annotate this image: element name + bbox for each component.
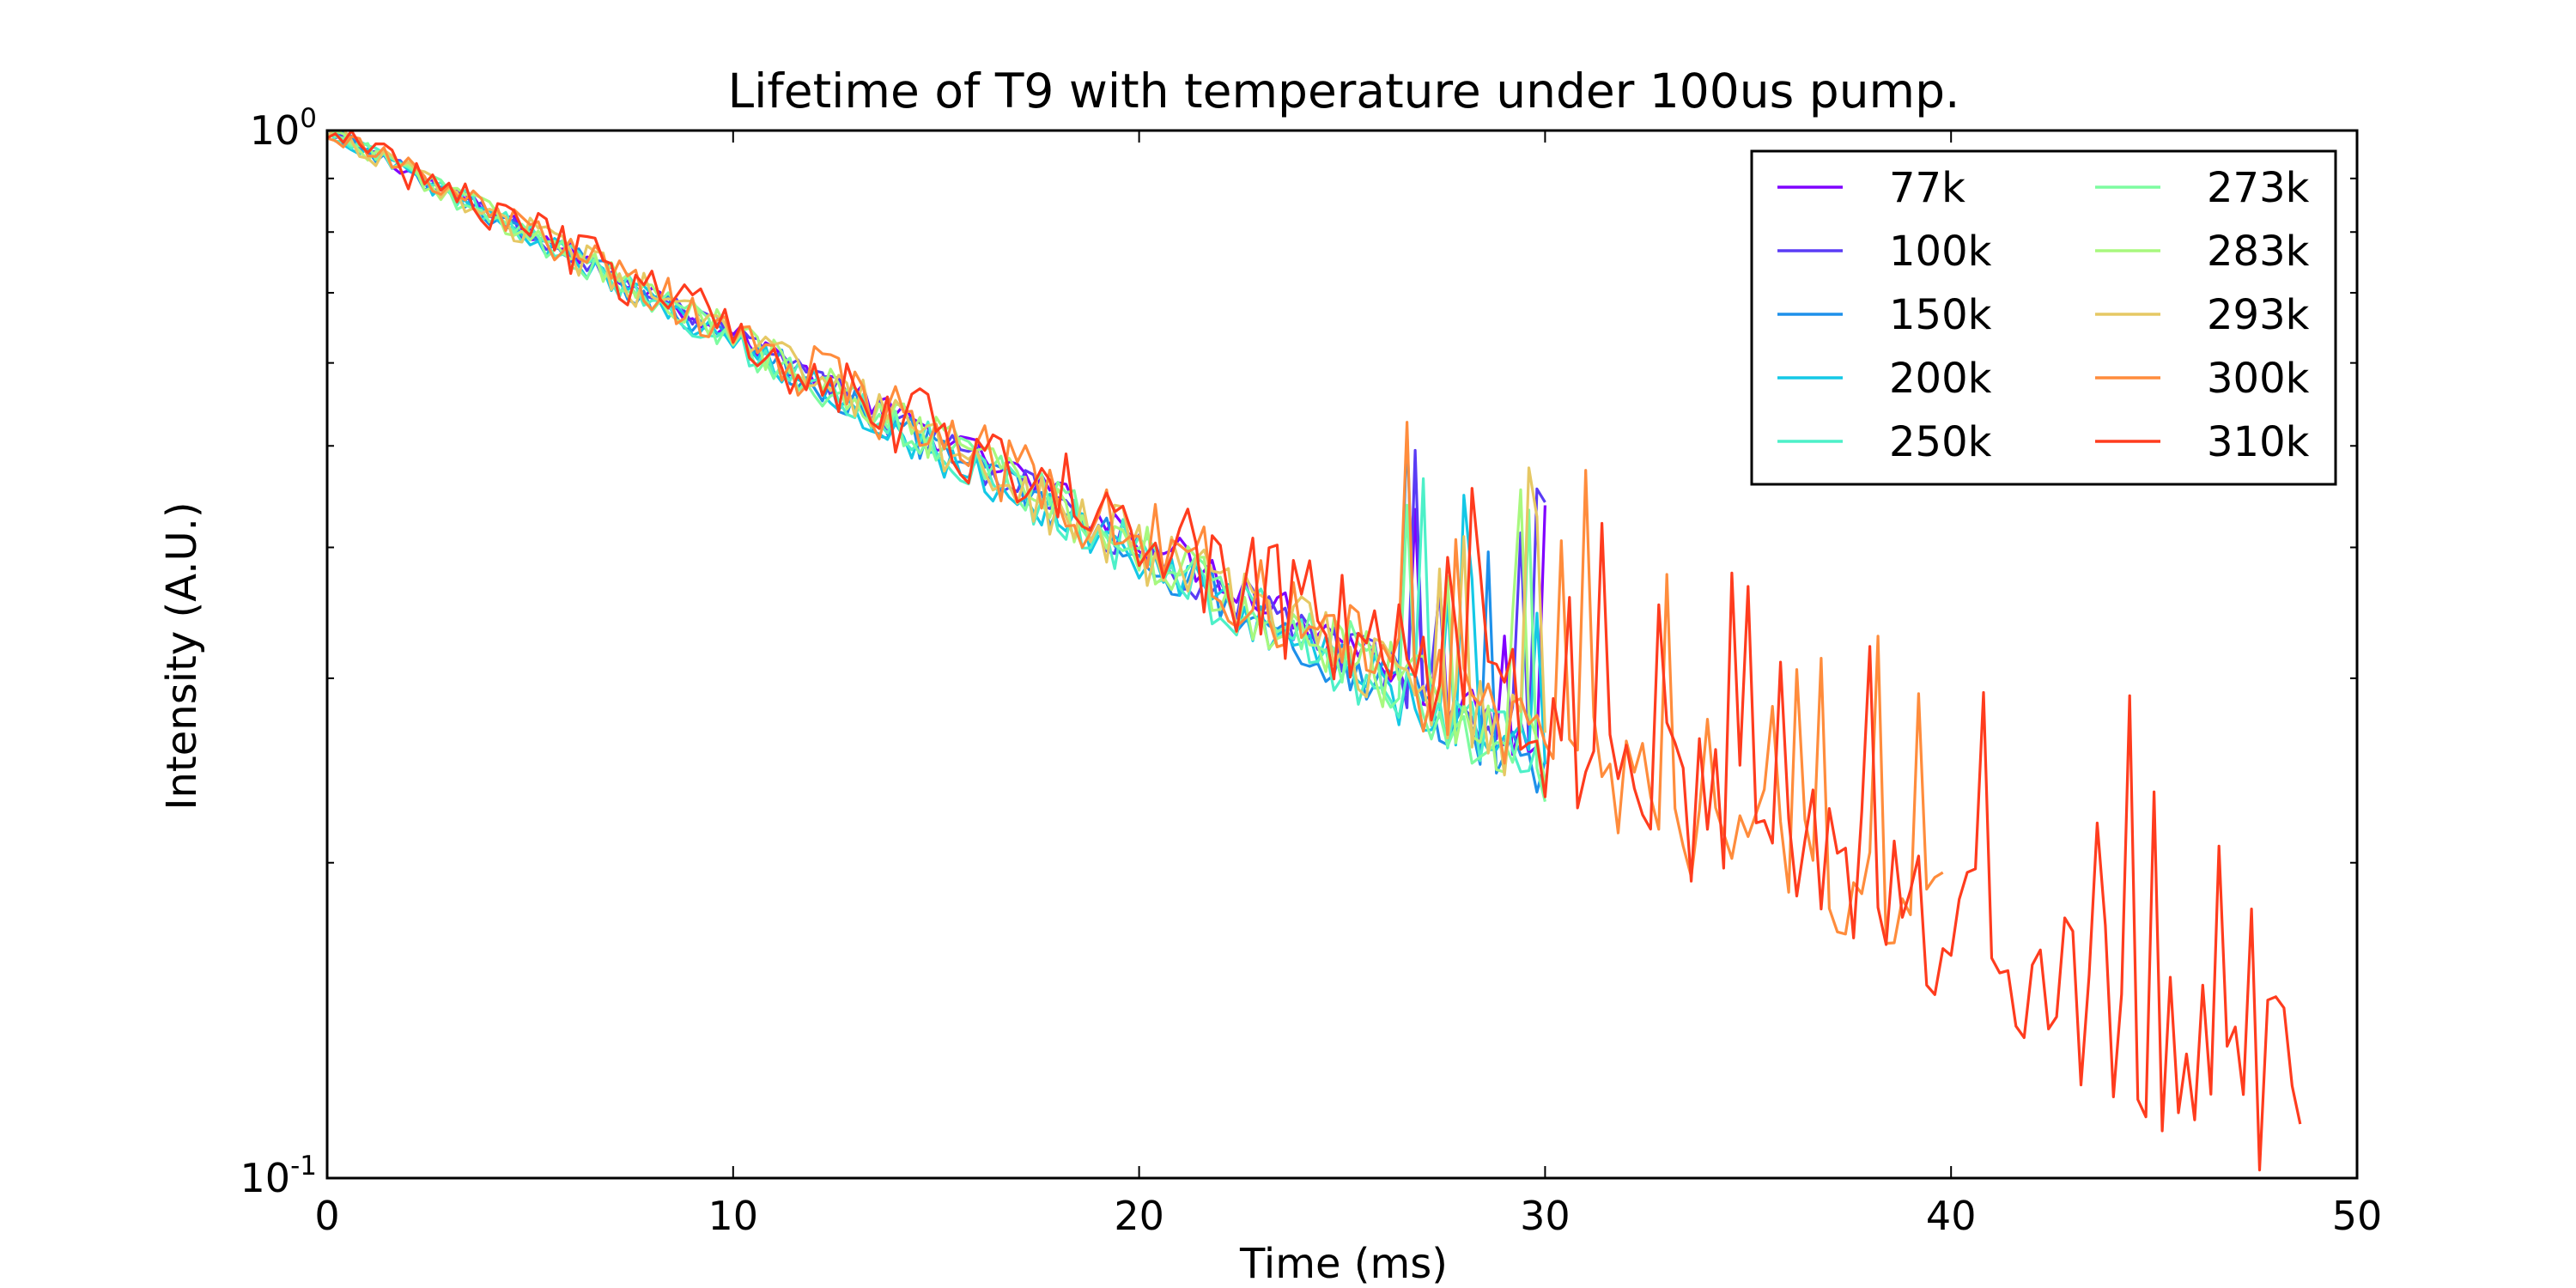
legend-label-200k: 200k (1889, 355, 1992, 403)
series-line-300k (327, 135, 1944, 945)
legend-label-250k: 250k (1889, 418, 1992, 466)
legend: 77k 100k 150k 200k 250k 273k 283k 293k 300k 310k (1750, 149, 2337, 486)
series-line-310k (327, 131, 2302, 1172)
x-tick-label: 50 (2332, 1193, 2383, 1239)
y-tick-label: 100 (250, 103, 317, 154)
legend-label-300k: 300k (2207, 355, 2310, 403)
chart-title: Lifetime of T9 with temperature under 10… (727, 64, 1959, 118)
legend-label-310k: 310k (2207, 418, 2310, 466)
series-line-283k (327, 131, 1546, 785)
x-tick-label: 0 (314, 1193, 339, 1239)
x-tick-label: 20 (1114, 1193, 1164, 1239)
series-layer (327, 131, 2302, 1172)
x-tick-label: 40 (1926, 1193, 1977, 1239)
y-tick-label: 10-1 (240, 1151, 317, 1201)
y-axis-label: Intensity (A.U.) (158, 501, 206, 810)
legend-label-283k: 283k (2207, 228, 2310, 276)
legend-entries: 77k 100k 150k 200k 250k 273k 283k 293k 300k 310k (1777, 164, 2310, 466)
legend-label-77k: 77k (1889, 164, 1965, 212)
legend-label-150k: 150k (1889, 291, 1992, 339)
legend-box (1750, 149, 2337, 486)
ticks-layer: 0 10 20 30 40 50 100 10-1 (240, 103, 2383, 1239)
legend-label-100k: 100k (1889, 228, 1992, 276)
x-axis-label: Time (ms) (1239, 1240, 1448, 1288)
plot-frame (325, 129, 2359, 1180)
legend-label-273k: 273k (2207, 164, 2310, 212)
x-tick-label: 30 (1520, 1193, 1571, 1239)
legend-label-293k: 293k (2207, 291, 2310, 339)
x-tick-label: 10 (708, 1193, 759, 1239)
